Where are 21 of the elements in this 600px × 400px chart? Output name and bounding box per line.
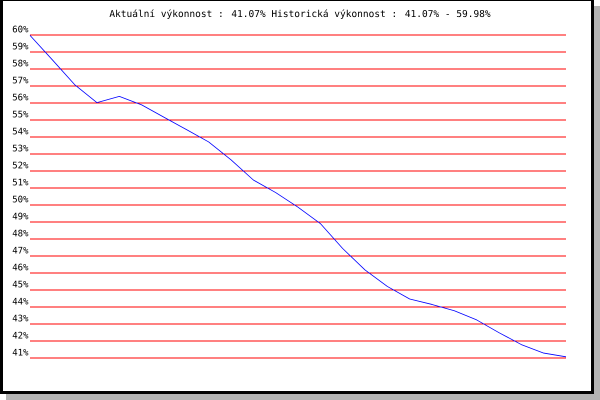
y-tick-label: 55% xyxy=(12,110,28,118)
y-tick-label: 41% xyxy=(12,348,28,356)
y-tick-label: 56% xyxy=(12,94,28,100)
chart-title: Aktuální výkonnost : 41.07% Historická výkonnost : 41.07% - 59.98% xyxy=(110,9,490,19)
y-tick-label: 43% xyxy=(12,314,28,322)
y-tick-label: 49% xyxy=(12,212,28,220)
y-tick-label: 53% xyxy=(12,144,28,152)
y-tick-label: 58% xyxy=(12,60,28,66)
y-tick-label: 60% xyxy=(12,26,28,32)
y-tick-label: 44% xyxy=(12,298,28,304)
y-tick-label: 51% xyxy=(12,178,28,186)
y-tick-label: 52% xyxy=(12,162,28,168)
y-tick-label: 42% xyxy=(12,332,28,338)
y-tick-label: 48% xyxy=(12,230,28,236)
y-tick-label: 59% xyxy=(12,42,28,50)
y-tick-label: 47% xyxy=(12,246,28,254)
y-tick-label: 54% xyxy=(12,128,28,134)
y-tick-label: 46% xyxy=(12,264,28,270)
y-tick-label: 50% xyxy=(12,196,28,202)
y-tick-label: 45% xyxy=(12,280,28,288)
y-tick-label: 57% xyxy=(12,76,28,84)
